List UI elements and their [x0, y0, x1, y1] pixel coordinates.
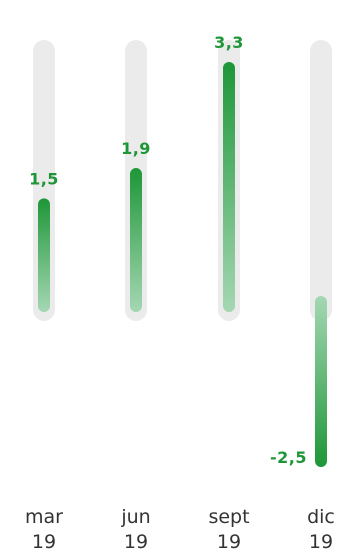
- bars: [38, 62, 327, 467]
- tick-label-year: 19: [309, 531, 333, 553]
- tick-label-year: 19: [124, 531, 148, 553]
- tick-label-month: mar: [25, 506, 63, 528]
- bar-tracks: [33, 40, 332, 321]
- bar-mar: [38, 198, 50, 312]
- value-label-sept: 3,3: [214, 33, 244, 52]
- bar-jun: [130, 168, 142, 312]
- tick-label-year: 19: [217, 531, 241, 553]
- tick-label-month: sept: [208, 506, 249, 528]
- tick-label-year: 19: [32, 531, 56, 553]
- tick-label-month: jun: [120, 506, 150, 528]
- value-labels: 1,5 1,9 3,3 -2,5: [29, 33, 307, 467]
- value-label-mar: 1,5: [29, 169, 59, 188]
- bar-sept: [223, 62, 235, 312]
- category-labels: mar 19 jun 19 sept 19 dic 19: [25, 506, 335, 553]
- tick-label-month: dic: [307, 506, 335, 528]
- value-label-dic: -2,5: [270, 448, 307, 467]
- value-label-jun: 1,9: [121, 139, 151, 158]
- bar-dic: [315, 296, 327, 467]
- bar-track: [310, 40, 332, 321]
